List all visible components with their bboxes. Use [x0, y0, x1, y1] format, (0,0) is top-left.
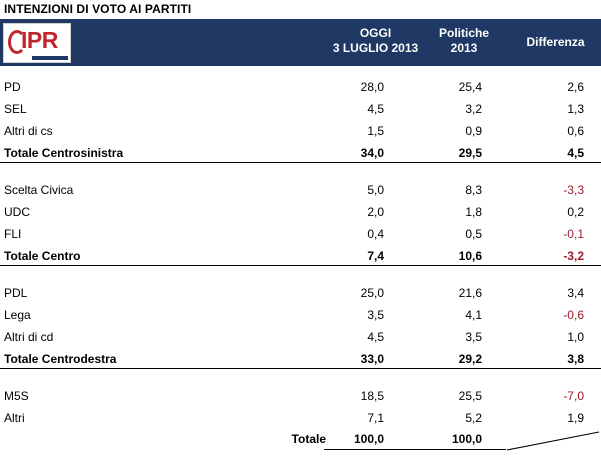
diagonal-line [506, 431, 600, 451]
value-politiche: 25,5 [458, 389, 482, 403]
table-row: UDC 2,0 1,8 0,2 [0, 203, 601, 222]
grand-total-row: Totale 100,0 100,0 [0, 430, 601, 449]
row-label: Totale Centro [4, 249, 81, 263]
value-differenza: -0,6 [563, 308, 584, 322]
value-oggi: 4,5 [367, 102, 384, 116]
value-differenza: 1,9 [567, 411, 584, 425]
table-row: Lega 3,5 4,1 -0,6 [0, 306, 601, 325]
grand-total-oggi: 100,0 [353, 432, 384, 446]
value-differenza: -0,1 [563, 227, 584, 241]
value-oggi: 18,5 [360, 389, 384, 403]
grand-total-underline [324, 449, 506, 450]
logo-mark-icon [8, 30, 26, 54]
row-label: Altri [4, 411, 25, 425]
row-label: Altri di cd [4, 330, 54, 344]
header-politiche: Politiche 2013 [418, 26, 510, 56]
table-row: Altri di cd 4,5 3,5 1,0 [0, 328, 601, 347]
header-differenza: Differenza [526, 35, 585, 49]
value-politiche: 1,8 [465, 205, 482, 219]
header-politiche-line1: Politiche [438, 26, 489, 40]
table-row: PD 28,0 25,4 2,6 [0, 78, 601, 97]
value-differenza: 1,0 [567, 330, 584, 344]
value-politiche: 29,2 [458, 352, 482, 366]
value-oggi: 3,5 [367, 308, 384, 322]
value-oggi: 4,5 [367, 330, 384, 344]
row-label: M5S [4, 389, 29, 403]
value-politiche: 0,9 [465, 124, 482, 138]
table-row: FLI 0,4 0,5 -0,1 [0, 225, 601, 244]
row-label: Lega [4, 308, 31, 322]
logo-subbar [32, 56, 68, 60]
row-label: UDC [4, 205, 30, 219]
value-oggi: 34,0 [360, 146, 384, 160]
value-oggi: 7,1 [367, 411, 384, 425]
value-politiche: 5,2 [465, 411, 482, 425]
value-oggi: 7,4 [367, 249, 384, 263]
total-row: Totale Centrosinistra 34,0 29,5 4,5 [0, 144, 601, 163]
value-oggi: 28,0 [360, 80, 384, 94]
value-oggi: 5,0 [367, 183, 384, 197]
table-row: Altri 7,1 5,2 1,9 [0, 409, 601, 428]
value-politiche: 0,5 [465, 227, 482, 241]
table-header: IPR OGGI 3 LUGLIO 2013 Politiche 2013 Di… [0, 19, 601, 66]
value-politiche: 3,2 [465, 102, 482, 116]
value-politiche: 4,1 [465, 308, 482, 322]
value-oggi: 25,0 [360, 286, 384, 300]
row-label: PD [4, 80, 21, 94]
value-differenza: 4,5 [567, 146, 584, 160]
table-row: SEL 4,5 3,2 1,3 [0, 100, 601, 119]
row-label: Totale Centrosinistra [4, 146, 124, 160]
value-oggi: 0,4 [367, 227, 384, 241]
row-label: Altri di cs [4, 124, 53, 138]
header-oggi-line1: OGGI [359, 26, 392, 40]
grand-total-label: Totale [291, 432, 326, 446]
value-differenza: 3,4 [567, 286, 584, 300]
total-row: Totale Centrodestra 33,0 29,2 3,8 [0, 350, 601, 369]
value-differenza: 0,6 [567, 124, 584, 138]
value-oggi: 33,0 [360, 352, 384, 366]
header-politiche-line2: 2013 [450, 41, 478, 55]
value-differenza: -3,3 [563, 183, 584, 197]
table-row: M5S 18,5 25,5 -7,0 [0, 387, 601, 406]
value-politiche: 29,5 [458, 146, 482, 160]
value-oggi: 1,5 [367, 124, 384, 138]
logo-text: IPR [21, 27, 58, 53]
value-differenza: 0,2 [567, 205, 584, 219]
header-oggi: OGGI 3 LUGLIO 2013 [323, 26, 428, 56]
header-oggi-line2: 3 LUGLIO 2013 [332, 41, 419, 55]
ipr-logo: IPR [3, 23, 71, 63]
value-oggi: 2,0 [367, 205, 384, 219]
page-title: INTENZIONI DI VOTO AI PARTITI [4, 2, 192, 16]
value-politiche: 21,6 [458, 286, 482, 300]
table-row: Scelta Civica 5,0 8,3 -3,3 [0, 181, 601, 200]
row-label: Scelta Civica [4, 183, 74, 197]
table-row: PDL 25,0 21,6 3,4 [0, 284, 601, 303]
row-label: Totale Centrodestra [4, 352, 117, 366]
value-politiche: 8,3 [465, 183, 482, 197]
row-label: FLI [4, 227, 22, 241]
row-label: PDL [4, 286, 28, 300]
value-politiche: 10,6 [458, 249, 482, 263]
value-politiche: 25,4 [458, 80, 482, 94]
grand-total-politiche: 100,0 [451, 432, 482, 446]
row-label: SEL [4, 102, 27, 116]
value-differenza: -3,2 [563, 249, 584, 263]
value-differenza: 2,6 [567, 80, 584, 94]
value-differenza: 1,3 [567, 102, 584, 116]
table-row: Altri di cs 1,5 0,9 0,6 [0, 122, 601, 141]
value-differenza: -7,0 [563, 389, 584, 403]
value-politiche: 3,5 [465, 330, 482, 344]
total-row: Totale Centro 7,4 10,6 -3,2 [0, 247, 601, 266]
value-differenza: 3,8 [567, 352, 584, 366]
